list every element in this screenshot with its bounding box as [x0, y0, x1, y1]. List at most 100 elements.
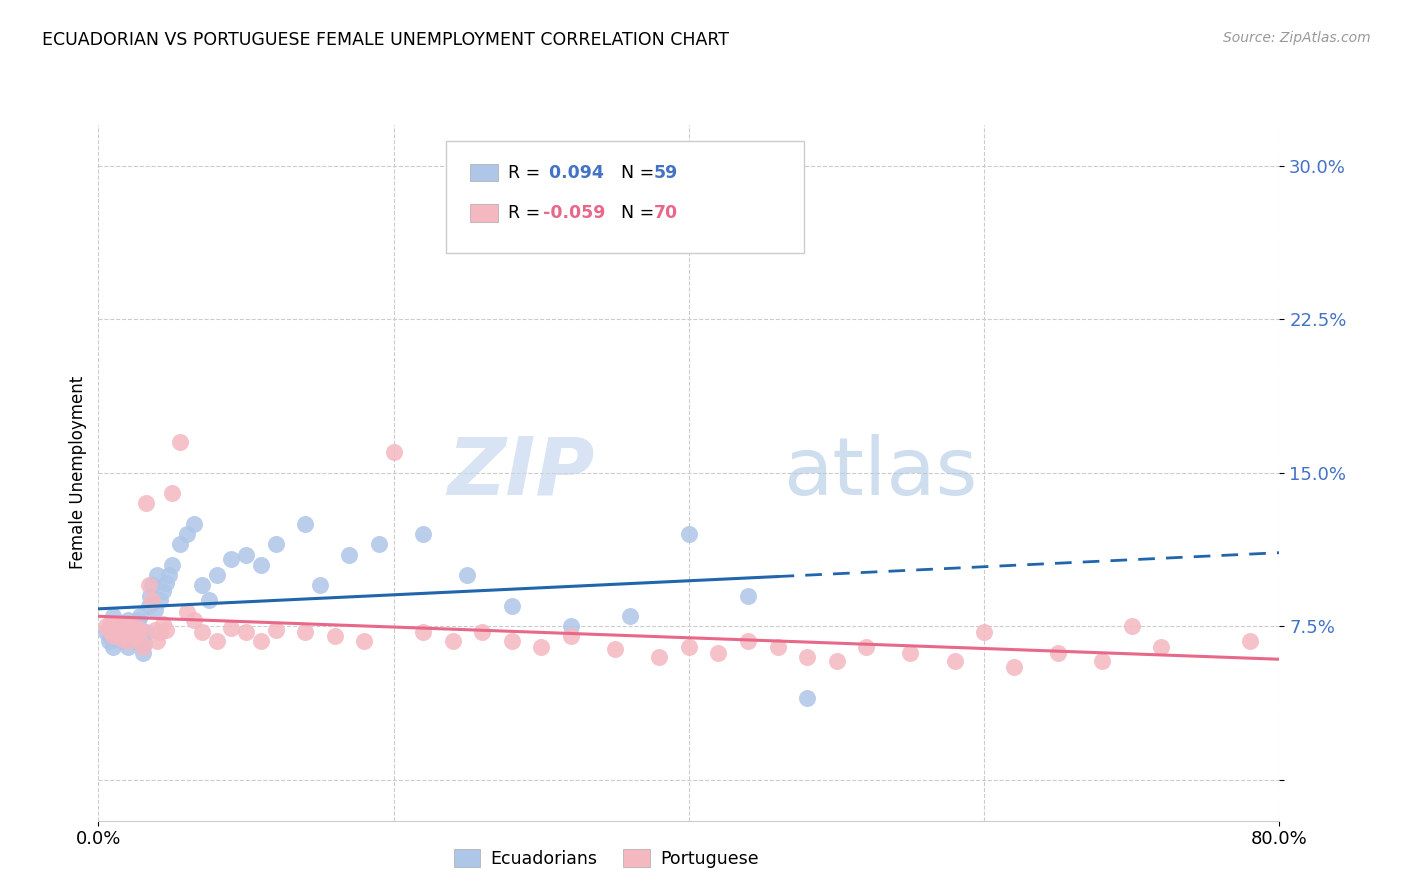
- Point: [353, 633, 375, 648]
- Point: [1150, 640, 1173, 654]
- Point: [796, 649, 818, 664]
- Point: [124, 630, 146, 644]
- Point: [134, 635, 156, 649]
- Point: [619, 609, 641, 624]
- Point: [176, 605, 198, 619]
- Point: [110, 627, 132, 641]
- Point: [97, 633, 120, 648]
- Point: [737, 589, 759, 603]
- Point: [1091, 654, 1114, 668]
- Point: [128, 633, 150, 648]
- Point: [471, 625, 494, 640]
- Point: [309, 578, 332, 592]
- Point: [323, 630, 346, 644]
- Point: [103, 609, 125, 624]
- Point: [135, 625, 157, 640]
- Point: [501, 599, 523, 613]
- Point: [235, 625, 257, 640]
- Point: [1002, 660, 1025, 674]
- Point: [127, 625, 149, 640]
- Point: [855, 640, 877, 654]
- Text: atlas: atlas: [783, 434, 977, 512]
- Point: [678, 527, 700, 541]
- Point: [128, 609, 150, 624]
- Text: N =: N =: [610, 163, 659, 181]
- Text: R =: R =: [508, 163, 546, 181]
- Point: [162, 558, 183, 572]
- Point: [94, 619, 117, 633]
- Point: [169, 435, 191, 450]
- Point: [143, 603, 166, 617]
- Point: [100, 619, 122, 633]
- Point: [973, 625, 995, 640]
- Point: [103, 640, 125, 654]
- Point: [107, 617, 129, 632]
- Point: [205, 633, 228, 648]
- Text: 70: 70: [654, 203, 678, 221]
- Text: 59: 59: [654, 163, 678, 181]
- Point: [121, 619, 143, 633]
- Point: [368, 537, 391, 551]
- Point: [530, 640, 553, 654]
- Point: [138, 599, 160, 613]
- Point: [264, 537, 287, 551]
- Point: [114, 627, 136, 641]
- Point: [108, 624, 131, 638]
- Point: [412, 527, 434, 541]
- Point: [191, 625, 214, 640]
- Point: [118, 621, 141, 635]
- Point: [152, 617, 174, 632]
- Point: [264, 624, 287, 638]
- Point: [132, 646, 155, 660]
- Point: [129, 624, 152, 638]
- Y-axis label: Female Unemployment: Female Unemployment: [69, 376, 87, 569]
- Point: [235, 548, 257, 562]
- Point: [115, 632, 138, 646]
- Point: [560, 619, 582, 633]
- Point: [456, 568, 478, 582]
- Point: [125, 624, 148, 638]
- Point: [183, 516, 205, 531]
- Point: [412, 625, 434, 640]
- Point: [560, 630, 582, 644]
- Text: -0.059: -0.059: [543, 203, 605, 221]
- Point: [105, 625, 128, 640]
- Point: [152, 584, 174, 599]
- Point: [122, 630, 145, 644]
- Point: [1046, 646, 1069, 660]
- Point: [112, 624, 135, 638]
- Point: [337, 548, 360, 562]
- Point: [678, 640, 700, 654]
- Point: [900, 646, 922, 660]
- Point: [112, 621, 135, 635]
- Point: [143, 624, 166, 638]
- Point: [124, 633, 146, 648]
- Point: [97, 624, 120, 638]
- Point: [1239, 633, 1261, 648]
- Point: [169, 537, 191, 551]
- Point: [294, 516, 316, 531]
- Point: [104, 621, 127, 635]
- Point: [205, 568, 228, 582]
- Point: [155, 624, 177, 638]
- Point: [125, 621, 148, 635]
- Text: 0.094: 0.094: [543, 163, 603, 181]
- Point: [149, 625, 172, 640]
- Point: [250, 558, 273, 572]
- Point: [825, 654, 848, 668]
- Point: [135, 496, 157, 510]
- Point: [219, 551, 242, 566]
- Point: [294, 625, 316, 640]
- Point: [107, 617, 129, 632]
- Point: [155, 576, 177, 591]
- Point: [648, 649, 671, 664]
- Point: [100, 625, 122, 640]
- Point: [1121, 619, 1143, 633]
- Point: [183, 613, 205, 627]
- Point: [117, 613, 139, 627]
- Point: [146, 568, 169, 582]
- Point: [117, 633, 139, 648]
- Point: [98, 617, 121, 632]
- Point: [103, 630, 125, 644]
- Point: [176, 527, 198, 541]
